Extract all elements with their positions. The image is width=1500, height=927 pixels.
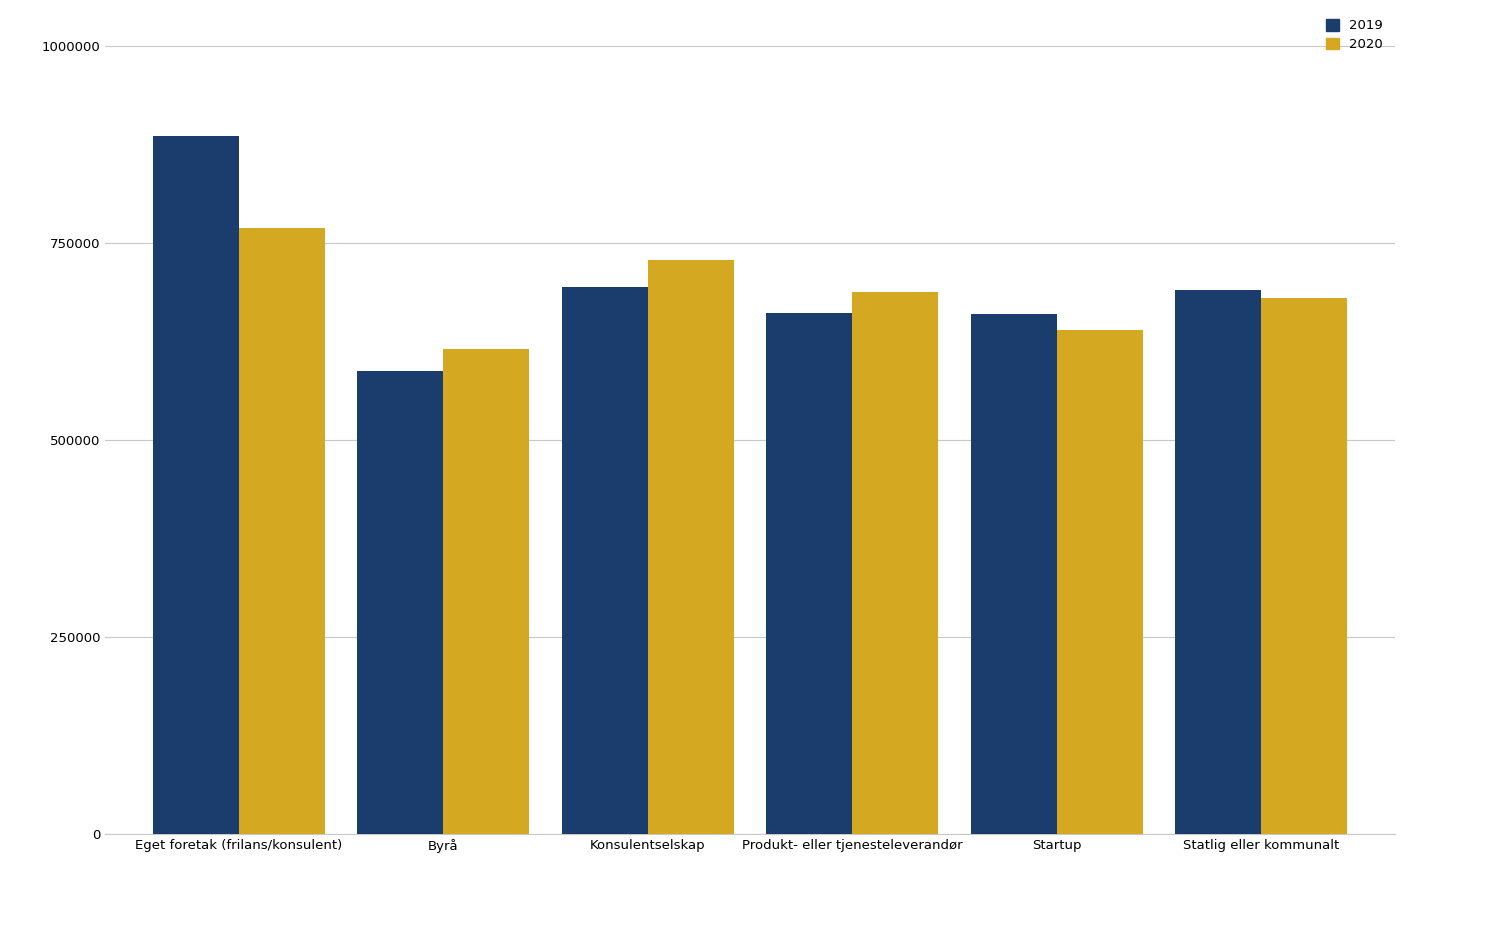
Bar xyxy=(970,314,1058,834)
Bar xyxy=(852,292,938,834)
Bar xyxy=(153,136,238,834)
Bar xyxy=(442,349,530,834)
Bar xyxy=(648,260,734,834)
Bar xyxy=(1262,298,1347,834)
Bar xyxy=(357,371,442,834)
Bar xyxy=(238,228,324,834)
Legend: 2019, 2020: 2019, 2020 xyxy=(1320,14,1389,57)
Bar xyxy=(562,286,648,834)
Bar xyxy=(766,312,852,834)
Bar xyxy=(1058,330,1143,834)
Bar xyxy=(1176,290,1262,834)
